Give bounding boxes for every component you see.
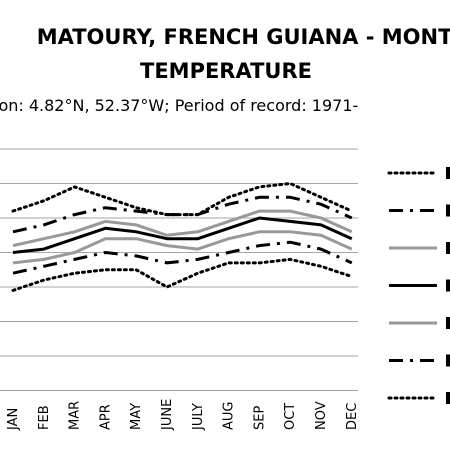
x-tick-label: JUNE [160, 399, 175, 431]
gridlines [0, 148, 358, 391]
x-tick-label: MAY [129, 403, 144, 430]
x-tick-label: JAN [6, 408, 21, 431]
series-line-6 [12, 240, 353, 275]
x-tick-label: SEP [252, 406, 267, 430]
x-tick-label: AUG [222, 402, 237, 430]
x-tick-label: DEC [345, 403, 360, 430]
x-axis-tick-labels: JAN FEB MAR APR MAY JUNE JULY AUG SEP OCT NOV DEC [6, 399, 360, 431]
legend-label-stub-3 [446, 242, 450, 254]
chart-subtitle: ion: 4.82°N, 52.37°W; Period of record: … [0, 96, 358, 115]
x-tick-label: FEB [37, 405, 52, 430]
series-line-1 [11, 182, 354, 217]
legend-label-stub-4 [446, 279, 450, 292]
x-tick-label: APR [98, 404, 113, 430]
x-tick-label: MAR [68, 401, 83, 430]
chart-title-line-1: MATOURY, FRENCH GUIANA - MONTHLY [37, 25, 450, 49]
series-group [11, 182, 354, 292]
series-line-3 [12, 209, 353, 248]
series-line-5 [12, 230, 353, 265]
legend-label-stub-6 [446, 354, 450, 367]
legend-label-stub-1 [446, 167, 450, 179]
series-line-4 [12, 216, 353, 254]
x-tick-label: JULY [191, 403, 206, 431]
chart-title-line-2: TEMPERATURE [140, 59, 312, 83]
series-line-2 [12, 195, 353, 234]
legend-label-stub-5 [446, 317, 450, 329]
series-line-7 [11, 257, 354, 292]
legend-label-stub-2 [446, 204, 450, 217]
x-tick-label: NOV [314, 401, 329, 430]
legend [387, 167, 450, 404]
legend-label-stub-7 [446, 392, 450, 404]
x-tick-label: OCT [283, 403, 298, 430]
